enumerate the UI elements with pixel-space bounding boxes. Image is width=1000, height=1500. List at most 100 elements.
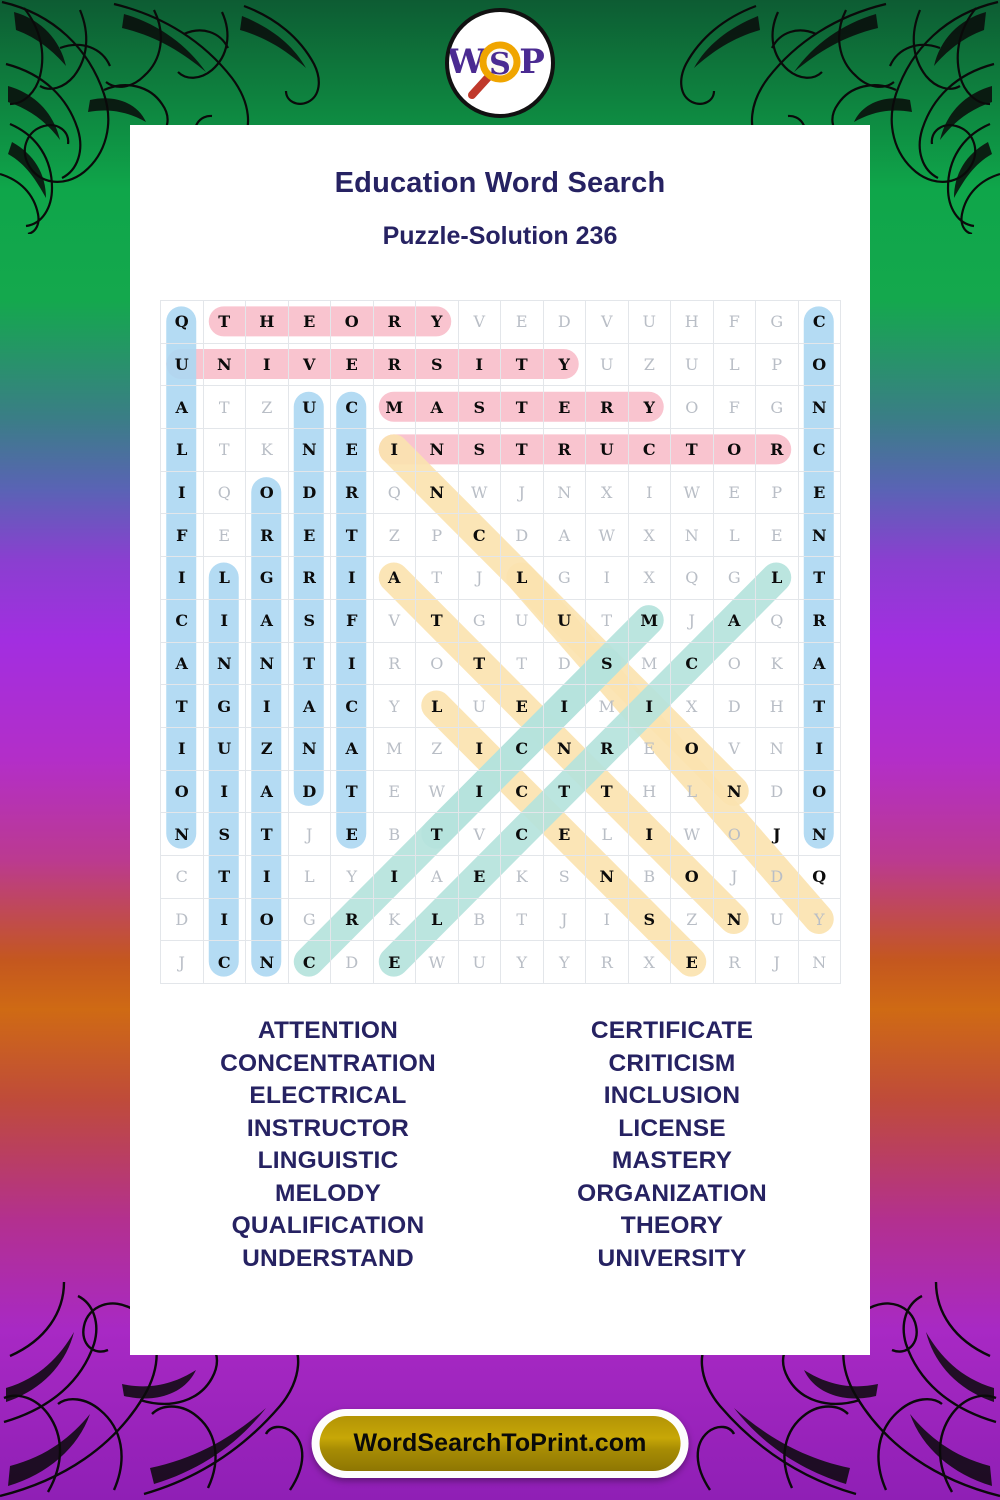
grid-cell[interactable]: Y xyxy=(542,342,586,387)
grid-cell[interactable]: M xyxy=(627,598,671,643)
grid-cell[interactable]: N xyxy=(797,940,841,984)
grid-cell[interactable]: B xyxy=(457,897,501,942)
grid-cell[interactable]: M xyxy=(627,641,671,686)
grid-cell[interactable]: N xyxy=(755,726,799,771)
grid-cell[interactable]: Q xyxy=(372,470,416,515)
grid-cell[interactable]: A xyxy=(330,726,374,771)
grid-cell[interactable]: O xyxy=(245,897,289,942)
grid-cell[interactable]: C xyxy=(500,769,544,814)
grid-cell[interactable]: U xyxy=(202,726,246,771)
grid-cell[interactable]: O xyxy=(245,470,289,515)
grid-cell[interactable]: D xyxy=(287,769,331,814)
grid-cell[interactable]: W xyxy=(670,812,714,856)
grid-cell[interactable]: E xyxy=(202,513,246,558)
grid-cell[interactable]: E xyxy=(330,812,374,856)
grid-cell[interactable]: Z xyxy=(670,897,714,942)
grid-cell[interactable]: R xyxy=(542,428,586,472)
grid-cell[interactable]: C xyxy=(202,940,246,984)
grid-cell[interactable]: T xyxy=(160,684,204,728)
grid-cell[interactable]: I xyxy=(160,726,204,771)
grid-cell[interactable]: J xyxy=(755,812,799,856)
grid-cell[interactable]: I xyxy=(797,726,841,771)
grid-cell[interactable]: N xyxy=(797,812,841,856)
grid-cell[interactable]: N xyxy=(542,470,586,515)
grid-cell[interactable]: E xyxy=(542,812,586,856)
grid-cell[interactable]: U xyxy=(627,300,671,344)
grid-cell[interactable]: N xyxy=(712,897,756,942)
grid-cell[interactable]: E xyxy=(457,854,501,899)
grid-cell[interactable]: V xyxy=(287,342,331,387)
grid-cell[interactable]: Y xyxy=(415,300,459,344)
grid-cell[interactable]: R xyxy=(755,428,799,472)
grid-cell[interactable]: Y xyxy=(500,940,544,984)
grid-cell[interactable]: Y xyxy=(627,385,671,430)
grid-cell[interactable]: X xyxy=(670,684,714,728)
grid-cell[interactable]: E xyxy=(542,385,586,430)
grid-cell[interactable]: R xyxy=(585,940,629,984)
grid-cell[interactable]: I xyxy=(245,342,289,387)
grid-cell[interactable]: V xyxy=(457,300,501,344)
grid-cell[interactable]: R xyxy=(287,556,331,600)
grid-cell[interactable]: X xyxy=(627,556,671,600)
grid-cell[interactable]: I xyxy=(585,556,629,600)
grid-cell[interactable]: O xyxy=(330,300,374,344)
grid-cell[interactable]: E xyxy=(372,769,416,814)
grid-cell[interactable]: T xyxy=(415,812,459,856)
grid-cell[interactable]: C xyxy=(500,812,544,856)
grid-cell[interactable]: N xyxy=(712,769,756,814)
grid-cell[interactable]: O xyxy=(160,769,204,814)
grid-cell[interactable]: T xyxy=(542,769,586,814)
grid-cell[interactable]: W xyxy=(415,769,459,814)
grid-cell[interactable]: Z xyxy=(245,385,289,430)
grid-cell[interactable]: I xyxy=(245,854,289,899)
grid-cell[interactable]: P xyxy=(415,513,459,558)
grid-cell[interactable]: N xyxy=(415,470,459,515)
grid-cell[interactable]: A xyxy=(245,769,289,814)
grid-cell[interactable]: R xyxy=(372,641,416,686)
grid-cell[interactable]: Z xyxy=(245,726,289,771)
grid-cell[interactable]: C xyxy=(797,300,841,344)
grid-cell[interactable]: A xyxy=(287,684,331,728)
grid-cell[interactable]: G xyxy=(287,897,331,942)
grid-cell[interactable]: N xyxy=(287,428,331,472)
grid-cell[interactable]: V xyxy=(585,300,629,344)
grid-cell[interactable]: H xyxy=(670,300,714,344)
grid-cell[interactable]: O xyxy=(797,342,841,387)
grid-cell[interactable]: L xyxy=(670,769,714,814)
grid-cell[interactable]: T xyxy=(500,897,544,942)
grid-cell[interactable]: A xyxy=(797,641,841,686)
grid-cell[interactable]: T xyxy=(797,556,841,600)
grid-cell[interactable]: G xyxy=(542,556,586,600)
grid-cell[interactable]: E xyxy=(330,342,374,387)
grid-cell[interactable]: E xyxy=(287,300,331,344)
grid-cell[interactable]: K xyxy=(755,641,799,686)
grid-cell[interactable]: C xyxy=(160,854,204,899)
grid-cell[interactable]: L xyxy=(712,342,756,387)
grid-cell[interactable]: T xyxy=(585,769,629,814)
grid-cell[interactable]: Z xyxy=(372,513,416,558)
grid-cell[interactable]: T xyxy=(585,598,629,643)
grid-cell[interactable]: D xyxy=(712,684,756,728)
grid-cell[interactable]: E xyxy=(755,513,799,558)
grid-cell[interactable]: H xyxy=(245,300,289,344)
grid-cell[interactable]: J xyxy=(755,940,799,984)
grid-cell[interactable]: R xyxy=(245,513,289,558)
grid-cell[interactable]: O xyxy=(712,812,756,856)
grid-cell[interactable]: N xyxy=(202,641,246,686)
grid-cell[interactable]: T xyxy=(500,641,544,686)
grid-cell[interactable]: R xyxy=(797,598,841,643)
grid-cell[interactable]: Y xyxy=(330,854,374,899)
grid-cell[interactable]: M xyxy=(585,684,629,728)
grid-cell[interactable]: D xyxy=(755,769,799,814)
grid-cell[interactable]: G xyxy=(712,556,756,600)
grid-cell[interactable]: S xyxy=(585,641,629,686)
grid-cell[interactable]: F xyxy=(712,300,756,344)
grid-cell[interactable]: X xyxy=(585,470,629,515)
grid-cell[interactable]: V xyxy=(712,726,756,771)
grid-cell[interactable]: I xyxy=(542,684,586,728)
grid-cell[interactable]: I xyxy=(330,641,374,686)
grid-cell[interactable]: L xyxy=(712,513,756,558)
grid-cell[interactable]: J xyxy=(670,598,714,643)
grid-cell[interactable]: S xyxy=(542,854,586,899)
grid-cell[interactable]: S xyxy=(287,598,331,643)
